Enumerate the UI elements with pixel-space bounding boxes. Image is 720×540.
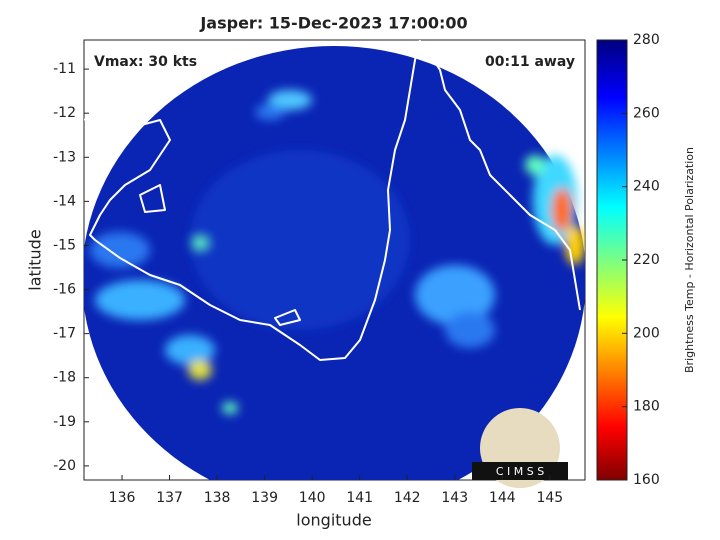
- y-tick-label: -17: [53, 326, 76, 342]
- x-tick-label: 144: [489, 490, 516, 506]
- x-axis-label: longitude: [296, 511, 371, 530]
- y-tick-label: -16: [53, 282, 76, 298]
- y-tick-label: -18: [53, 370, 76, 386]
- colorbar-tick-label: 200: [633, 325, 660, 341]
- y-tick-label: -20: [53, 458, 76, 474]
- x-tick-label: 145: [536, 490, 563, 506]
- colorbar-tick-label: 280: [633, 32, 660, 48]
- colorbar-tick-label: 220: [633, 252, 660, 268]
- y-tick-label: -15: [53, 237, 76, 253]
- colorbar-tick-label: 160: [633, 472, 660, 488]
- logo-text: C I M S S: [496, 465, 544, 478]
- y-tick-label: -14: [53, 193, 76, 209]
- colorbar-tick-label: 260: [633, 105, 660, 121]
- satellite-image: [84, 40, 585, 480]
- chart-title: Jasper: 15-Dec-2023 17:00:00: [199, 14, 467, 33]
- y-axis-label: latitude: [26, 229, 45, 290]
- x-tick-label: 138: [204, 490, 231, 506]
- x-tick-label: 136: [109, 490, 136, 506]
- annotation: 00:11 away: [485, 54, 575, 70]
- y-tick-label: -11: [53, 61, 76, 77]
- colorbar-tick-label: 240: [633, 179, 660, 195]
- x-tick-label: 140: [299, 490, 326, 506]
- colorbar-label: Brightness Temp - Horizontal Polarizatio…: [683, 147, 696, 373]
- logo: C I M S S: [472, 408, 568, 488]
- x-tick-label: 137: [156, 490, 183, 506]
- annotation: Vmax: 30 kts: [94, 54, 197, 70]
- x-tick-label: 143: [441, 490, 468, 506]
- y-tick-label: -19: [53, 414, 76, 430]
- x-tick-label: 141: [346, 490, 373, 506]
- colorbar-tick-label: 180: [633, 399, 660, 415]
- x-tick-label: 139: [251, 490, 278, 506]
- x-tick-label: 142: [394, 490, 421, 506]
- y-tick-label: -13: [53, 149, 76, 165]
- y-tick-label: -12: [53, 105, 76, 121]
